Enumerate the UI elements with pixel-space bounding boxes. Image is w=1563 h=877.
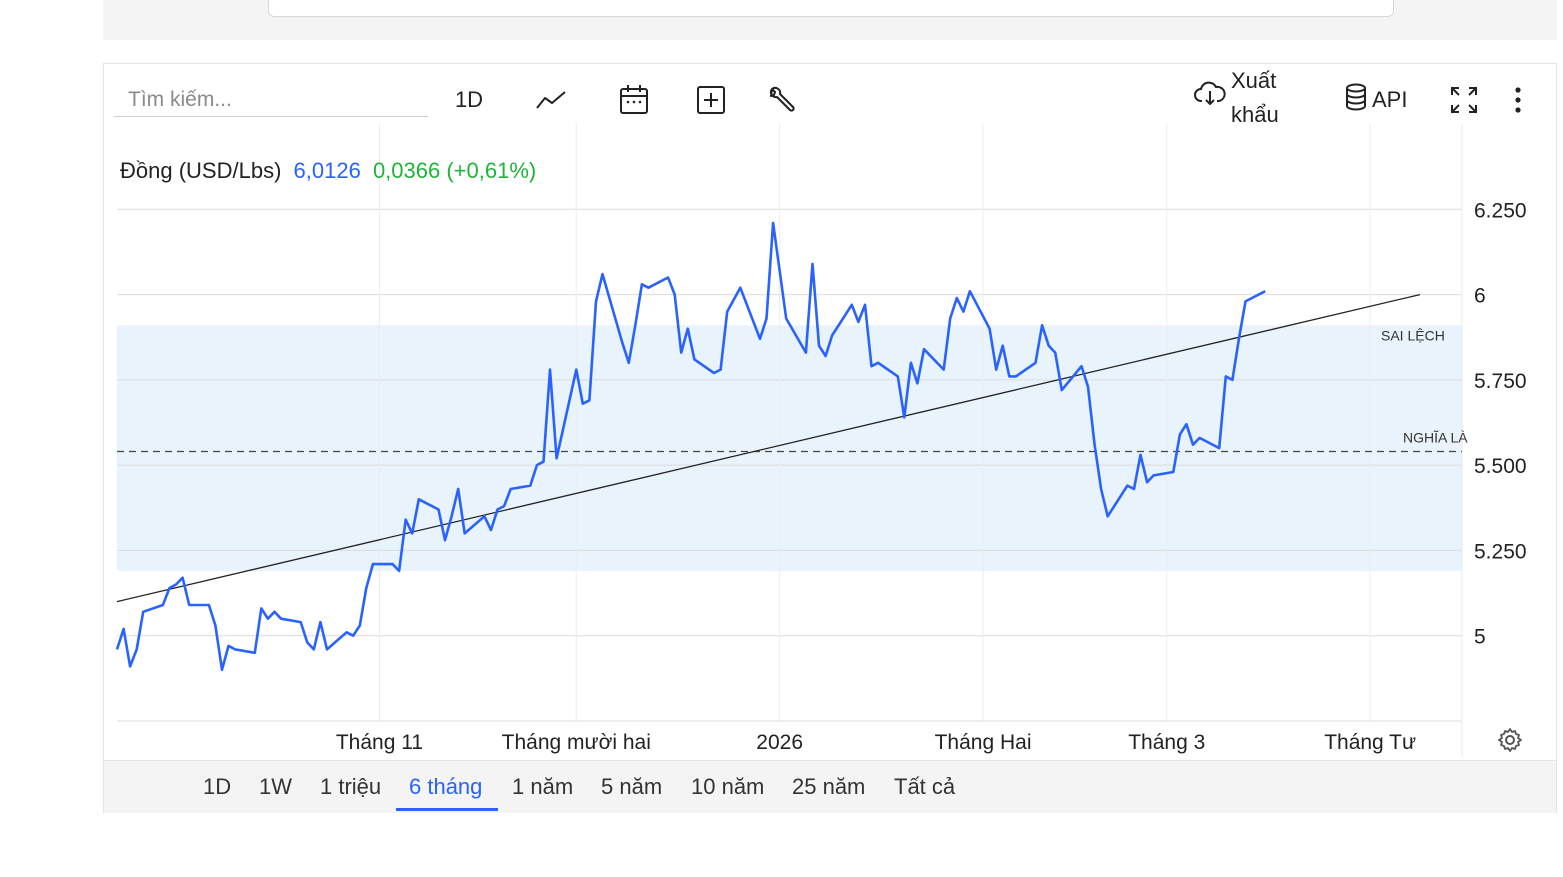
x-tick-label: Tháng 11 <box>336 731 423 754</box>
range-button[interactable]: 1D <box>203 774 232 799</box>
interval-button[interactable]: 1D <box>454 87 484 112</box>
y-tick-label: 5 <box>1474 626 1486 649</box>
active-range-underline <box>396 808 498 811</box>
more-vertical-icon[interactable] <box>1502 78 1534 122</box>
add-indicator-icon[interactable] <box>689 78 733 122</box>
y-tick-label: 5.750 <box>1474 370 1527 393</box>
deviation-band <box>117 325 1462 571</box>
range-button[interactable]: 10 năm <box>691 774 765 799</box>
y-tick-label: 6.250 <box>1474 199 1527 222</box>
range-button[interactable]: 1 năm <box>512 774 574 799</box>
trend-line <box>116 293 1421 603</box>
last-price: 6,0126 <box>293 158 361 183</box>
database-icon <box>1344 83 1368 117</box>
wrench-icon[interactable] <box>759 78 803 122</box>
top-search-box[interactable] <box>268 0 1394 17</box>
symbol-name: Đồng (USD/Lbs) <box>120 158 282 183</box>
price-change: 0,0366 (+0,61%) <box>372 158 537 183</box>
range-button[interactable]: 1W <box>259 774 292 799</box>
price-series-line <box>115 221 1266 672</box>
range-button[interactable]: 6 tháng <box>409 774 483 799</box>
cloud-download-icon <box>1194 80 1226 111</box>
y-tick-label: 5.250 <box>1474 540 1527 563</box>
range-selector: 1D 1W 1 triệu 6 tháng 1 năm 5 năm 10 năm 25 năm… <box>104 760 1556 813</box>
x-tick-label: Tháng mười hai <box>502 731 651 754</box>
range-button[interactable]: 5 năm <box>601 774 663 799</box>
export-button[interactable]: Xuất khẩu <box>1194 64 1304 128</box>
deviation-label: SAI LỆCH <box>1381 327 1445 343</box>
fullscreen-icon[interactable] <box>1442 78 1486 122</box>
range-button[interactable]: 25 năm <box>792 774 866 799</box>
range-button[interactable]: Tất cả <box>894 774 956 799</box>
export-label-line1: Xuất <box>1231 68 1277 93</box>
y-tick-label: 5.500 <box>1474 455 1527 478</box>
gear-icon[interactable] <box>1497 727 1523 758</box>
range-button[interactable]: 1 triệu <box>320 774 382 799</box>
x-tick-label: Tháng Hai <box>935 731 1032 754</box>
price-points <box>116 222 1266 670</box>
x-tick-label: Tháng 3 <box>1128 731 1205 754</box>
chart-legend: Đồng (USD/Lbs) 6,0126 0,0366 (+0,61%) <box>120 158 536 184</box>
x-tick-label: 2026 <box>756 731 803 754</box>
line-chart-icon[interactable] <box>529 78 573 122</box>
api-label: API <box>1372 87 1408 112</box>
price-chart[interactable]: 5 5.250 5.500 5.750 6 6.250 Tháng 11 Tháng mười… <box>104 64 1556 760</box>
chart-widget: 1D Xuất khẩu API 5 5.250 5.500 5.750 6 6.250 T… <box>103 63 1557 813</box>
y-tick-label: 6 <box>1474 285 1486 308</box>
api-button[interactable]: API <box>1344 78 1407 122</box>
export-label-line2: khẩu <box>1231 102 1279 127</box>
calendar-icon[interactable] <box>612 78 656 122</box>
x-tick-label: Tháng Tư <box>1324 731 1416 754</box>
mean-label: NGHĨA LÀ <box>1403 429 1468 445</box>
search-input[interactable] <box>114 84 428 117</box>
